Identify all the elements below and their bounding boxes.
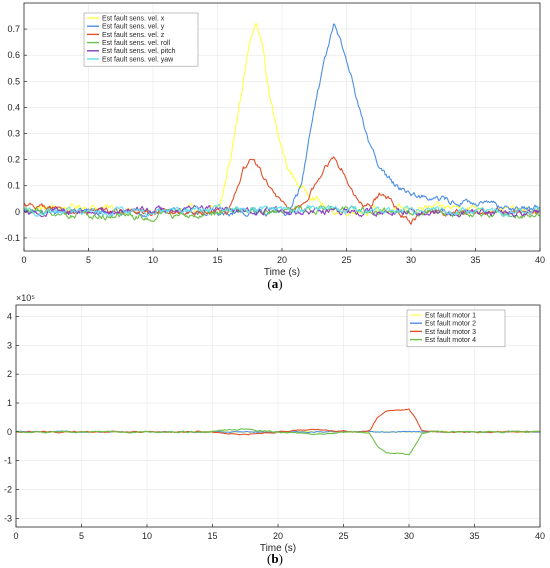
y-tick-label: 0: [15, 207, 20, 217]
x-tick-label: 25: [341, 255, 351, 265]
y-tick-label: 0.1: [7, 181, 20, 191]
x-tick-label: 15: [207, 531, 217, 541]
legend-label: Est fault motor 1: [425, 312, 476, 319]
y-tick-label: 0.2: [7, 155, 20, 165]
x-axis-label: Time (s): [260, 543, 296, 554]
legend-label: Est fault motor 3: [425, 329, 476, 336]
y-tick-label: -3: [4, 513, 12, 523]
legend-box: [83, 12, 199, 67]
legend-label: Est fault sens. vel. z: [102, 32, 165, 39]
x-tick-label: 35: [470, 255, 480, 265]
y-tick-label: 0.4: [7, 102, 20, 112]
x-tick-label: 0: [13, 531, 18, 541]
legend-label: Est fault sens. vel. roll: [102, 40, 171, 47]
x-tick-label: 30: [406, 255, 416, 265]
legend-label: Est fault sens. vel. y: [102, 24, 165, 31]
chart-b: 0 5 10 15 20 25 30 35 40 -3 -2 -1 0 1 2 3 4 Time (s) ×10⁵ E…: [4, 293, 545, 554]
y-tick-label: 2: [7, 369, 12, 379]
y-tick-label: 0.3: [7, 129, 20, 139]
x-tick-label: 20: [273, 531, 283, 541]
caption-b: (b): [267, 551, 283, 566]
legend-label: Est fault motor 2: [425, 321, 476, 328]
legend-label: Est fault motor 4: [425, 337, 476, 344]
chart-a: 0 5 10 15 20 25 30 35 40 -0.1 0 0.1 0.2 0.3 0.4 0.5 0.6 0…: [4, 2, 545, 278]
y-tick-label: 0.7: [7, 24, 20, 34]
x-tick-label: 40: [535, 531, 545, 541]
series-line: [15, 428, 541, 456]
y-tick-label: -0.1: [4, 233, 20, 243]
series-line: [23, 203, 541, 218]
x-tick-label: 0: [21, 255, 26, 265]
legend-label: Est fault sens. vel. yaw: [102, 56, 174, 63]
x-tick-label: 10: [148, 255, 158, 265]
y-tick-label: 1: [7, 398, 12, 408]
y-exponent-label: ×10⁵: [16, 293, 35, 303]
y-tick-label: -2: [4, 485, 12, 495]
caption-a: (a): [267, 276, 282, 291]
y-tick-label: -1: [4, 456, 12, 466]
y-tick-label: 3: [7, 340, 12, 350]
series-line: [23, 22, 541, 217]
x-tick-label: 25: [338, 531, 348, 541]
x-tick-label: 5: [79, 531, 84, 541]
legend-label: Est fault sens. vel. x: [102, 15, 165, 22]
x-tick-label: 20: [277, 255, 287, 265]
y-tick-label: 0.5: [7, 76, 20, 86]
legend-label: Est fault sens. vel. pitch: [102, 48, 176, 55]
y-tick-label: 0: [7, 427, 12, 437]
x-tick-label: 35: [469, 531, 479, 541]
x-tick-label: 10: [142, 531, 152, 541]
x-tick-label: 15: [212, 255, 222, 265]
x-axis-label: Time (s): [264, 267, 300, 278]
x-tick-label: 30: [404, 531, 414, 541]
x-tick-label: 40: [535, 255, 545, 265]
y-tick-label: 4: [7, 312, 12, 322]
legend-box: [406, 309, 506, 348]
x-tick-label: 5: [86, 255, 91, 265]
y-tick-label: 0.6: [7, 50, 20, 60]
